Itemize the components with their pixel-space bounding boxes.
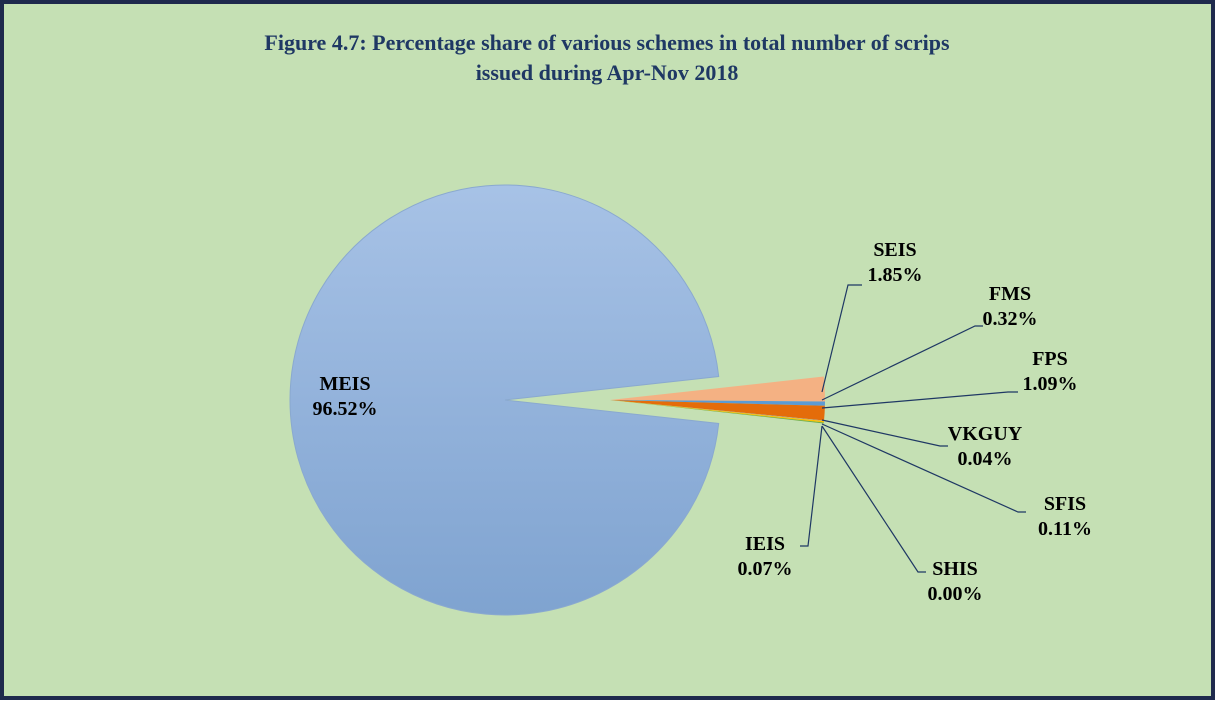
chart-subtitle: issued during Apr-Nov 2018 — [476, 60, 739, 85]
slice-label: MEIS — [319, 373, 370, 395]
leader-line — [800, 425, 823, 547]
leader-line — [821, 419, 948, 447]
leader-line — [821, 284, 862, 393]
leader-line — [821, 423, 1026, 513]
slice-label: VKGUY — [948, 423, 1023, 445]
slice-value: 0.32% — [983, 308, 1038, 330]
slice-value: 0.00% — [928, 583, 983, 605]
pie-slice — [610, 376, 826, 402]
slice-value: 1.85% — [868, 264, 923, 286]
slice-label: IEIS — [745, 533, 785, 555]
pie-slice — [610, 400, 825, 422]
leader-line — [821, 391, 1018, 409]
slice-value: 0.04% — [958, 448, 1013, 470]
slice-value: 0.07% — [738, 558, 793, 580]
leader-line — [821, 325, 983, 401]
pie-slice — [610, 400, 825, 406]
slice-value: 0.11% — [1038, 518, 1092, 540]
chart-title: Figure 4.7: Percentage share of various … — [264, 30, 950, 55]
slice-label: SHIS — [932, 558, 978, 580]
pie-slice — [610, 400, 824, 423]
slice-label: SFIS — [1044, 493, 1086, 515]
pie-slice — [610, 400, 825, 421]
leader-line — [821, 425, 926, 573]
pie-slice — [610, 400, 824, 424]
slice-value: 96.52% — [313, 398, 378, 420]
slice-value: 1.09% — [1023, 373, 1078, 395]
slice-label: SEIS — [873, 239, 916, 261]
slice-label: FPS — [1032, 348, 1068, 370]
pie-slice — [289, 184, 720, 616]
slice-label: FMS — [989, 283, 1031, 305]
